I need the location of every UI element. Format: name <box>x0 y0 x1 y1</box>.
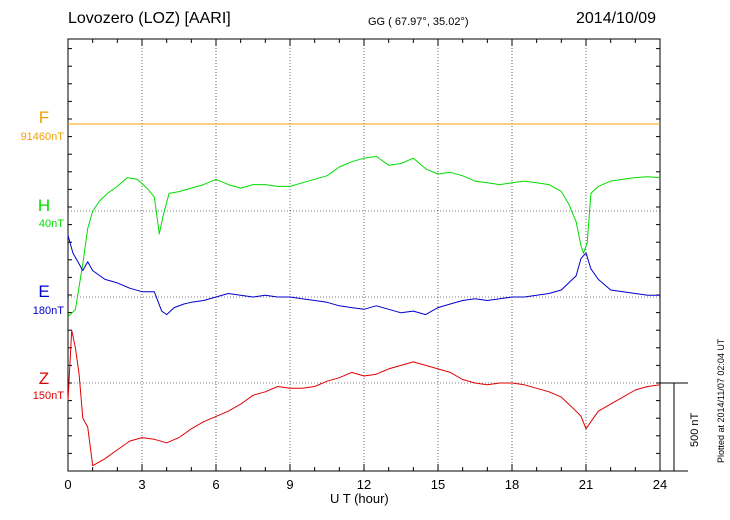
series-label-z: Z <box>38 369 50 388</box>
baseline-label-h: 40nT <box>38 218 64 230</box>
axis-ticks <box>67 39 661 472</box>
station-coordinates: GG ( 67.97°, 35.02°) <box>368 16 469 28</box>
series-label-f: F <box>38 108 50 127</box>
x-axis-title: U T (hour) <box>330 491 389 506</box>
scale-bar <box>660 382 688 472</box>
series-lines <box>67 123 661 467</box>
x-tick-label: 18 <box>505 477 519 492</box>
baseline-label-e: 180nT <box>32 305 64 317</box>
x-tick-label: 15 <box>431 477 445 492</box>
x-tick-label: 0 <box>64 477 71 492</box>
x-tick-label: 21 <box>579 477 593 492</box>
x-tick-label: 12 <box>357 477 371 492</box>
x-tick-labels: 0 3 6 9 12 15 18 21 24 <box>64 477 667 492</box>
series-label-h: H <box>37 196 51 215</box>
x-tick-label: 24 <box>653 477 667 492</box>
x-tick-label: 9 <box>286 477 293 492</box>
x-tick-label: 6 <box>212 477 219 492</box>
chart-date: 2014/10/09 <box>576 10 657 27</box>
x-tick-label: 3 <box>138 477 145 492</box>
chart-title: Lovozero (LOZ) [AARI] <box>68 10 231 27</box>
series-label-e: E <box>38 282 50 301</box>
scale-bar-label: 500 nT <box>689 412 701 447</box>
grid <box>68 39 660 471</box>
baseline-label-z: 150nT <box>32 390 64 402</box>
series-line-h <box>67 155 661 317</box>
series-line-e <box>67 235 660 316</box>
series-line-z <box>67 329 661 467</box>
baseline-label-f: 91460nT <box>20 131 64 143</box>
plotted-timestamp: Plotted at 2014/11/07 02:04 UT <box>716 338 726 463</box>
